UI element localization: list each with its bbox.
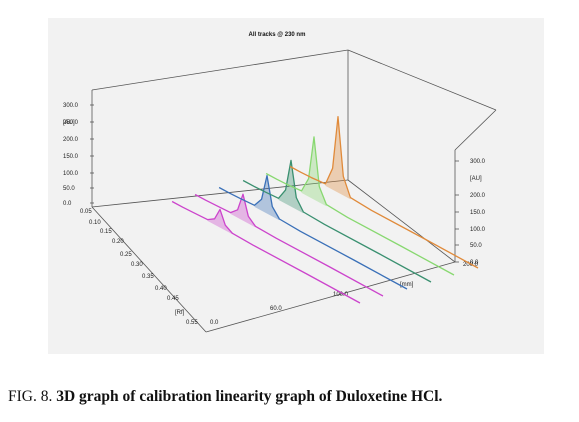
series-1-trace (171, 200, 361, 304)
x-tick-label: 0.05 (80, 209, 92, 215)
series-3-trace (218, 174, 408, 290)
box-top-left-edge (91, 49, 349, 91)
caption-prefix: FIG. 8. (8, 388, 57, 405)
y-left-tick-label: 200.0 (63, 137, 79, 143)
z-tick-label: 100.0 (333, 292, 349, 298)
y-left-tick-label: 0.0 (63, 201, 72, 207)
y-right-tick-label: 300.0 (470, 159, 486, 165)
x-tick-label: 0.35 (142, 274, 154, 280)
x-tick-label: 0.55 (186, 320, 198, 326)
x-unit-label: [Rf] (175, 310, 185, 316)
y-right-tick-label: 200.0 (470, 193, 486, 199)
y-left-tick-label: 300.0 (63, 103, 79, 109)
y-left-tick-label: 150.0 (63, 154, 79, 160)
y-right-tick-label: 50.0 (470, 243, 482, 249)
y-left-tick-label: 50.0 (63, 186, 75, 192)
x-axis-rf-line (91, 206, 207, 333)
z-tick-label: 60.0 (270, 306, 282, 312)
z-unit-label: [mm] (400, 282, 414, 288)
x-tick-label: 0.40 (155, 286, 167, 292)
x-tick-label: 0.15 (100, 229, 112, 235)
figure-caption: FIG. 8. 3D graph of calibration linearit… (8, 388, 573, 406)
y-left-tick-label: 100.0 (63, 171, 79, 177)
caption-text: 3D graph of calibration linearity graph … (56, 388, 443, 405)
series-6-trace (289, 116, 479, 269)
series-6-peak-fill (325, 116, 351, 200)
series-4-trace (242, 159, 432, 283)
x-tick-label: 0.45 (167, 296, 179, 302)
x-tick-label: 0.30 (131, 262, 143, 268)
y-left-tick-label: 250.0 (63, 120, 79, 126)
series-2-trace (194, 193, 384, 297)
x-tick-label: 0.25 (120, 252, 132, 258)
z-tick-label: 0.0 (210, 320, 219, 326)
series-1-peak-fill (207, 209, 233, 235)
y-right-tick-label: 0.0 (470, 260, 479, 266)
y-right-unit-label: [AU] (470, 176, 482, 182)
x-tick-label: 0.10 (89, 220, 101, 226)
box-top-right-edge (454, 109, 497, 151)
box-back-floor-edge (347, 179, 456, 263)
series-5-trace (265, 136, 455, 276)
y-left-unit-label: [AU] (63, 120, 75, 126)
z-axis-mm-line (205, 261, 456, 333)
y-right-tick-label: 100.0 (470, 227, 486, 233)
y-right-tick-label: 150.0 (470, 210, 486, 216)
series-2-peak-fill (230, 194, 256, 228)
x-tick-label: 0.20 (112, 239, 124, 245)
chart-title: All tracks @ 230 nm (249, 32, 306, 38)
box-top-back-edge (347, 49, 497, 111)
axis-corner-label: 200.0 (463, 262, 479, 268)
chart-frame: All tracks @ 230 nm 300.0 250.0 200.0 150.0 1… (48, 18, 544, 354)
chart-3d-plot: All tracks @ 230 nm 300.0 250.0 200.0 150.0 1… (63, 32, 497, 333)
